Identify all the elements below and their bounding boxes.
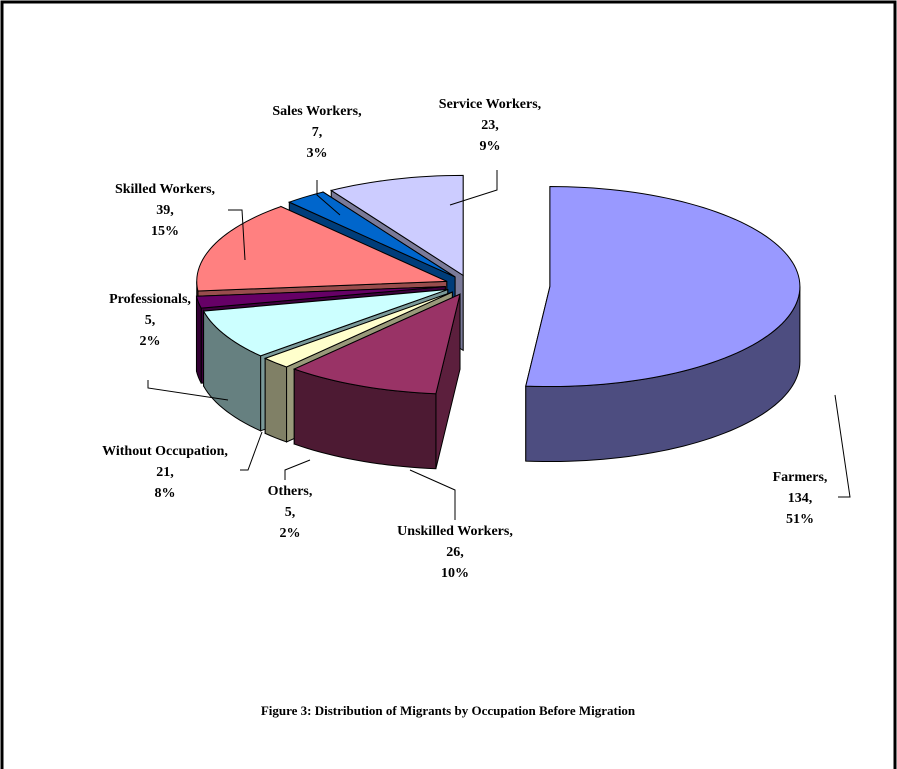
percent-label: 51% bbox=[786, 512, 814, 527]
leader-line bbox=[240, 431, 263, 471]
slice-label: Others, bbox=[268, 484, 313, 499]
percent-label: 2% bbox=[280, 526, 301, 541]
labels: Farmers, 134, 51% Unskilled Workers, 26, 10% O… bbox=[102, 97, 851, 581]
slice bbox=[287, 191, 456, 278]
slice-side bbox=[264, 357, 288, 443]
slice bbox=[196, 205, 447, 292]
leader-line bbox=[834, 394, 851, 498]
percent-label: 8% bbox=[155, 486, 176, 501]
value-label: 39, bbox=[156, 203, 174, 218]
leader-line bbox=[147, 380, 229, 401]
slice bbox=[292, 293, 461, 395]
slice bbox=[195, 286, 446, 309]
slice bbox=[525, 186, 801, 388]
value-label: 26, bbox=[446, 545, 464, 560]
slice-label: Unskilled Workers, bbox=[397, 524, 513, 539]
percent-label: 9% bbox=[480, 139, 501, 154]
value-label: 7, bbox=[312, 125, 323, 140]
percent-label: 10% bbox=[441, 566, 469, 581]
slice-label: Service Workers, bbox=[439, 97, 541, 112]
slice-label: Skilled Workers, bbox=[115, 182, 215, 197]
slice bbox=[329, 174, 464, 277]
slice-label: Professionals, bbox=[109, 292, 191, 307]
slice-label: Without Occupation, bbox=[102, 444, 228, 459]
value-label: 5, bbox=[145, 313, 156, 328]
slice-label: Farmers, bbox=[773, 470, 828, 485]
slice-label: Sales Workers, bbox=[272, 104, 361, 119]
value-label: 23, bbox=[481, 118, 499, 133]
slice bbox=[263, 291, 453, 368]
leader-line bbox=[228, 209, 246, 261]
value-label: 5, bbox=[285, 505, 296, 520]
percent-label: 2% bbox=[140, 334, 161, 349]
leader-line bbox=[449, 170, 498, 206]
value-label: 134, bbox=[788, 491, 813, 506]
value-label: 21, bbox=[156, 465, 174, 480]
slice-side bbox=[195, 296, 202, 384]
leader-line bbox=[409, 469, 456, 520]
percent-label: 3% bbox=[307, 146, 328, 161]
chart-title: Figure 3: Distribution of Migrants by Oc… bbox=[261, 703, 636, 718]
leader-line bbox=[316, 180, 341, 216]
percent-label: 15% bbox=[151, 224, 179, 239]
slice-tops bbox=[195, 174, 801, 395]
leader-line bbox=[284, 459, 311, 480]
slice bbox=[202, 289, 448, 357]
